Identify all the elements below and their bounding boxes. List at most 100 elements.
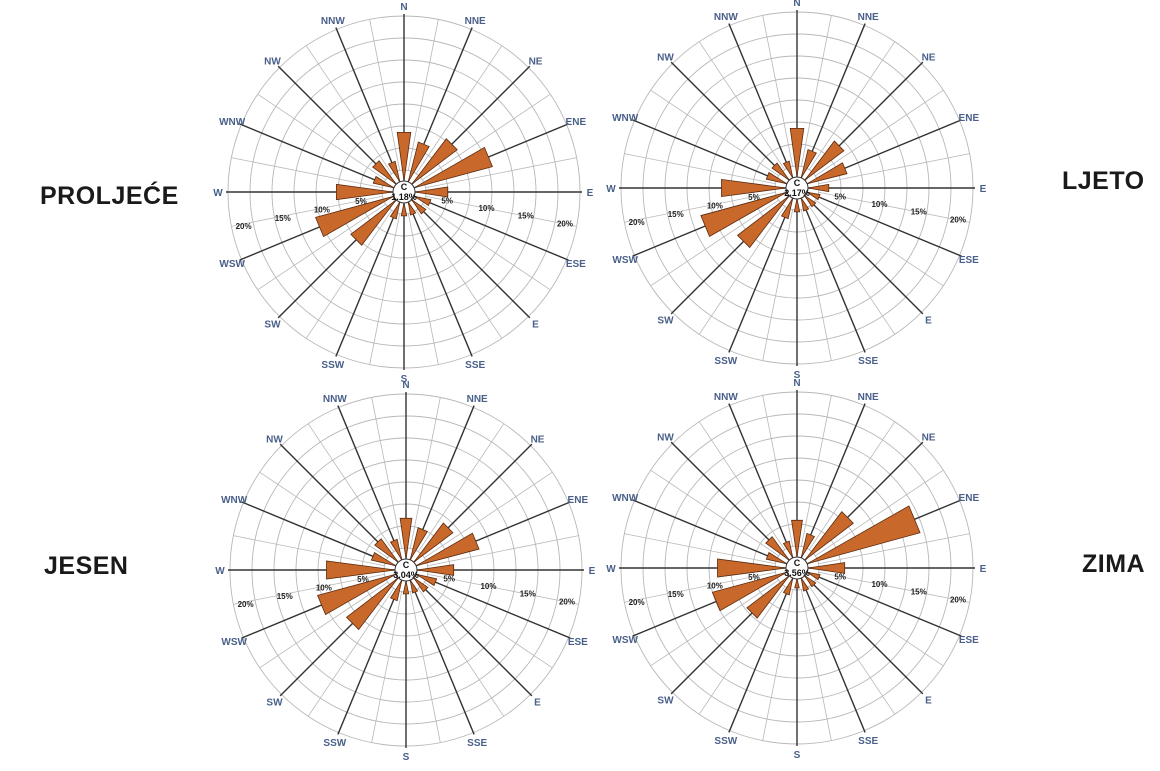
wind-wedge-S [793, 198, 801, 213]
wind-wedge-NNW [389, 538, 403, 561]
grid-spoke [259, 581, 388, 669]
direction-label-13: WNW [221, 495, 248, 506]
direction-spoke [403, 191, 531, 319]
grid-spoke [762, 15, 794, 167]
grid-spoke [808, 41, 896, 170]
direction-spoke [796, 187, 924, 315]
grid-spoke [369, 19, 401, 171]
grid-spoke [422, 203, 551, 291]
direction-label-9: SSW [321, 360, 344, 371]
grid-spoke [371, 591, 403, 743]
wind-wedge-SW [350, 199, 397, 246]
grid-spoke [650, 469, 779, 557]
grid-spoke [808, 421, 896, 550]
wind-wedge-S [400, 202, 408, 217]
wind-wedge-E [807, 183, 830, 193]
direction-label-5: ESE [959, 635, 979, 646]
calm-label: C [794, 178, 801, 188]
wind-wedge-WNW [372, 175, 395, 189]
grid-spoke [305, 210, 393, 339]
grid-spoke [307, 588, 395, 717]
wind-wedge-W [326, 560, 396, 580]
grid-spoke [650, 199, 779, 287]
grid-spoke [417, 423, 505, 552]
wind-wedge-NNW [782, 160, 794, 179]
calm-label: C [401, 182, 408, 192]
grid-spoke [815, 199, 944, 287]
wind-wedge-E [807, 562, 846, 574]
wind-wedge-WNW [765, 551, 788, 565]
wind-wedge-NW [372, 160, 397, 185]
direction-label-10: SW [264, 320, 281, 331]
grid-spoke [624, 191, 776, 223]
ring-label-west: 15% [668, 210, 684, 219]
wind-wedge-WSW [317, 573, 397, 616]
direction-label-2: NE [531, 434, 545, 445]
grid-spoke [417, 588, 505, 717]
calm-label: C [403, 560, 410, 570]
direction-label-0: N [793, 0, 800, 9]
grid-spoke [257, 93, 386, 181]
direction-spoke [403, 191, 569, 261]
direction-spoke [405, 569, 533, 697]
wind-wedge-NW [765, 536, 790, 561]
ring-label-east: 20% [559, 597, 575, 606]
grid-spoke [424, 581, 553, 669]
grid-spoke [624, 533, 776, 565]
grid-spoke [257, 203, 386, 291]
wind-rose-3: C3.56% 5%5%10%10%15%15%20%20%NNNENEENEEES… [606, 378, 986, 761]
calm-value: 1.18% [391, 192, 417, 202]
season-label-autumn: JESEN [44, 552, 129, 580]
grid-spoke [409, 397, 441, 549]
grid-spoke [369, 213, 401, 365]
direction-label-10: SW [266, 698, 283, 709]
grid-spoke [815, 89, 944, 177]
direction-label-12: W [606, 184, 616, 195]
wind-wedge-ENE [413, 146, 493, 189]
wind-wedge-W [721, 178, 787, 198]
direction-label-2: NE [922, 432, 936, 443]
grid-spoke [425, 157, 577, 189]
direction-spoke [403, 191, 473, 357]
direction-label-13: WNW [219, 117, 246, 128]
wind-wedge-W [717, 558, 787, 578]
wind-wedge-E [804, 575, 817, 588]
wind-wedge-E [414, 186, 449, 198]
ring-label-east: 10% [478, 204, 494, 213]
direction-label-5: ESE [566, 259, 586, 270]
direction-label-12: W [606, 564, 616, 575]
wind-wedge-SW [736, 195, 790, 249]
ring-label-east: 20% [950, 595, 966, 604]
grid-spoke [415, 45, 503, 174]
wind-wedge-SW [746, 575, 790, 619]
ring-label-east: 5% [834, 192, 846, 201]
ring-label-west: 5% [357, 575, 369, 584]
direction-label-11: WSW [612, 255, 638, 266]
calm-value: 2.17% [784, 188, 810, 198]
grid-spoke [818, 191, 970, 223]
ring-label-east: 20% [557, 219, 573, 228]
grid-spoke [233, 573, 385, 605]
grid-spoke [815, 579, 944, 667]
wind-rose-1: C2.17% 5%5%10%10%15%15%20%20%NNNENEENEEES… [606, 0, 986, 381]
direction-spoke [728, 567, 798, 733]
direction-label-3: ENE [959, 493, 980, 504]
direction-label-10: SW [657, 316, 674, 327]
direction-label-9: SSW [714, 736, 737, 747]
direction-label-10: SW [657, 696, 674, 707]
direction-label-0: N [402, 380, 409, 391]
direction-label-3: ENE [568, 495, 589, 506]
direction-label-13: WNW [612, 113, 639, 124]
direction-label-5: ESE [568, 637, 588, 648]
grid-spoke [231, 157, 383, 189]
direction-spoke [796, 567, 924, 695]
wind-wedge-NNE [409, 527, 428, 561]
grid-spoke [307, 423, 395, 552]
grid-spoke [415, 210, 503, 339]
direction-label-11: WSW [219, 259, 245, 270]
wind-wedge-ESE [413, 195, 432, 207]
grid-spoke [427, 535, 579, 567]
grid-spoke [800, 589, 832, 741]
ring-label-west: 15% [277, 592, 293, 601]
direction-spoke [796, 567, 866, 733]
